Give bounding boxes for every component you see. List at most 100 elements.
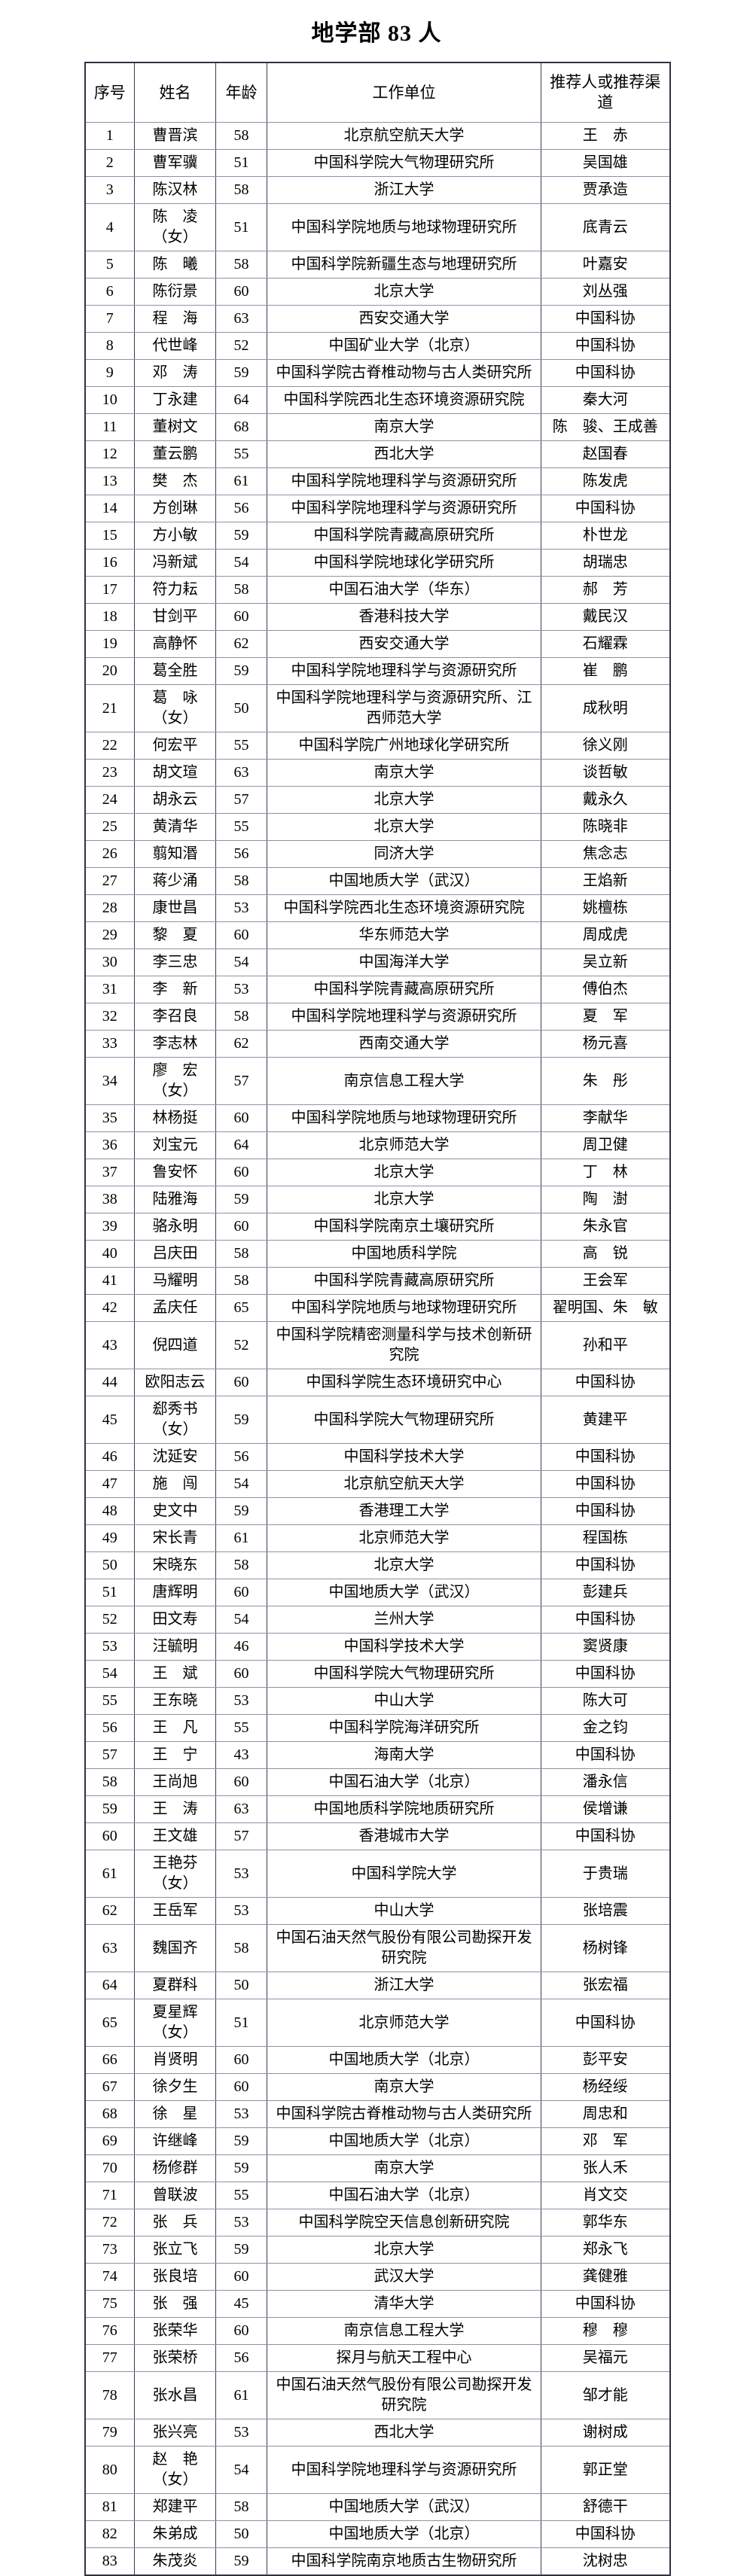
cell-recommender: 邹才能	[541, 2371, 670, 2419]
table-row: 47 施 闯 54 北京航空航天大学 中国科协	[84, 1470, 670, 1498]
cell-unit: 北京大学	[267, 2236, 541, 2264]
cell-age: 62	[215, 1030, 267, 1058]
cell-recommender: 黄建平	[541, 1396, 670, 1444]
table-row: 76 张荣华 60 南京信息工程大学 穆 穆	[84, 2317, 670, 2345]
table-row: 31 李 新 53 中国科学院青藏高原研究所 傅伯杰	[84, 976, 670, 1003]
cell-age: 53	[215, 976, 267, 1003]
cell-age: 53	[215, 1687, 267, 1715]
cell-name: 张水昌	[134, 2371, 216, 2419]
cell-age: 57	[215, 786, 267, 814]
table-row: 32 李召良 58 中国科学院地理科学与资源研究所 夏 军	[84, 1003, 670, 1031]
table-row: 56 王 凡 55 中国科学院海洋研究所 金之钧	[84, 1714, 670, 1742]
cell-name: 冯新斌	[134, 549, 216, 577]
cell-recommender: 丁 林	[541, 1159, 670, 1186]
cell-unit: 南京信息工程大学	[267, 2317, 541, 2345]
table-row: 69 许继峰 59 中国地质大学（北京） 邓 军	[84, 2127, 670, 2155]
cell-recommender: 胡瑞忠	[541, 549, 670, 577]
cell-age: 61	[215, 1524, 267, 1552]
cell-age: 60	[215, 2317, 267, 2345]
table-row: 36 刘宝元 64 北京师范大学 周卫健	[84, 1131, 670, 1159]
header-recommender: 推荐人或推荐渠道	[541, 62, 670, 123]
cell-age: 58	[215, 1267, 267, 1295]
cell-age: 60	[215, 1369, 267, 1396]
cell-recommender: 中国科协	[541, 1741, 670, 1769]
cell-unit: 香港城市大学	[267, 1822, 541, 1850]
cell-name: 王 宁	[134, 1741, 216, 1769]
cell-name: 刘宝元	[134, 1131, 216, 1159]
table-row: 19 高静怀 62 西安交通大学 石耀霖	[84, 630, 670, 658]
cell-serial: 80	[84, 2446, 135, 2494]
table-row: 5 陈 曦 58 中国科学院新疆生态与地理研究所 叶嘉安	[84, 251, 670, 279]
cell-name: 沈延安	[134, 1443, 216, 1471]
cell-unit: 北京大学	[267, 278, 541, 306]
table-row: 21 葛 咏 （女） 50 中国科学院地理科学与资源研究所、江西师范大学 成秋明	[84, 684, 670, 732]
cell-serial: 73	[84, 2236, 135, 2264]
table-row: 57 王 宁 43 海南大学 中国科协	[84, 1741, 670, 1769]
cell-recommender: 戴永久	[541, 786, 670, 814]
cell-age: 53	[215, 2100, 267, 2128]
cell-unit: 中国科学院生态环境研究中心	[267, 1369, 541, 1396]
cell-name: 李召良	[134, 1003, 216, 1031]
cell-name: 董树文	[134, 413, 216, 441]
cell-name: 邓 涛	[134, 359, 216, 387]
cell-unit: 海南大学	[267, 1741, 541, 1769]
cell-serial: 42	[84, 1294, 135, 1322]
cell-unit: 南京大学	[267, 2154, 541, 2182]
cell-unit: 武汉大学	[267, 2263, 541, 2291]
cell-recommender: 于贵瑞	[541, 1850, 670, 1898]
cell-recommender: 吴福元	[541, 2344, 670, 2372]
cell-name: 朱茂炎	[134, 2547, 216, 2576]
cell-age: 54	[215, 2446, 267, 2494]
cell-unit: 中国科学院南京土壤研究所	[267, 1213, 541, 1241]
cell-serial: 65	[84, 1999, 135, 2047]
cell-serial: 33	[84, 1030, 135, 1058]
cell-recommender: 舒德干	[541, 2493, 670, 2521]
table-row: 20 葛全胜 59 中国科学院地理科学与资源研究所 崔 鹏	[84, 657, 670, 685]
cell-name: 王文雄	[134, 1822, 216, 1850]
cell-unit: 中国科学院古脊椎动物与古人类研究所	[267, 359, 541, 387]
cell-name: 徐 星	[134, 2100, 216, 2128]
cell-serial: 51	[84, 1579, 135, 1606]
cell-name: 唐辉明	[134, 1579, 216, 1606]
table-row: 7 程 海 63 西安交通大学 中国科协	[84, 305, 670, 333]
cell-recommender: 陈 骏、王成善	[541, 413, 670, 441]
cell-serial: 7	[84, 305, 135, 333]
cell-age: 63	[215, 1795, 267, 1823]
cell-age: 55	[215, 1714, 267, 1742]
cell-unit: 中国海洋大学	[267, 948, 541, 976]
cell-recommender: 郝 芳	[541, 576, 670, 604]
cell-serial: 44	[84, 1369, 135, 1396]
cell-age: 54	[215, 549, 267, 577]
cell-unit: 中国科学院青藏高原研究所	[267, 522, 541, 550]
cell-recommender: 姚檀栋	[541, 894, 670, 922]
table-row: 79 张兴亮 53 西北大学 谢树成	[84, 2419, 670, 2447]
cell-unit: 中国科学院地理科学与资源研究所	[267, 657, 541, 685]
cell-serial: 67	[84, 2073, 135, 2101]
cell-recommender: 朱永官	[541, 1213, 670, 1241]
cell-unit: 兰州大学	[267, 1606, 541, 1634]
cell-unit: 中国科学院新疆生态与地理研究所	[267, 251, 541, 279]
cell-unit: 探月与航天工程中心	[267, 2344, 541, 2372]
cell-unit: 北京大学	[267, 786, 541, 814]
cell-age: 61	[215, 2371, 267, 2419]
cell-serial: 40	[84, 1240, 135, 1268]
cell-age: 58	[215, 1551, 267, 1579]
table-row: 75 张 强 45 清华大学 中国科协	[84, 2290, 670, 2318]
table-row: 73 张立飞 59 北京大学 郑永飞	[84, 2236, 670, 2264]
cell-serial: 28	[84, 894, 135, 922]
cell-serial: 62	[84, 1897, 135, 1925]
cell-recommender: 张宏福	[541, 1972, 670, 1999]
cell-unit: 中国科学院地理科学与资源研究所	[267, 2446, 541, 2494]
cell-serial: 17	[84, 576, 135, 604]
cell-serial: 50	[84, 1551, 135, 1579]
cell-name: 翦知湣	[134, 840, 216, 868]
cell-unit: 中国地质大学（武汉）	[267, 1579, 541, 1606]
cell-unit: 中山大学	[267, 1897, 541, 1925]
cell-recommender: 郭华东	[541, 2209, 670, 2236]
cell-age: 43	[215, 1741, 267, 1769]
cell-recommender: 戴民汉	[541, 603, 670, 631]
cell-serial: 46	[84, 1443, 135, 1471]
cell-unit: 香港理工大学	[267, 1497, 541, 1525]
cell-age: 52	[215, 332, 267, 360]
cell-age: 52	[215, 1321, 267, 1369]
